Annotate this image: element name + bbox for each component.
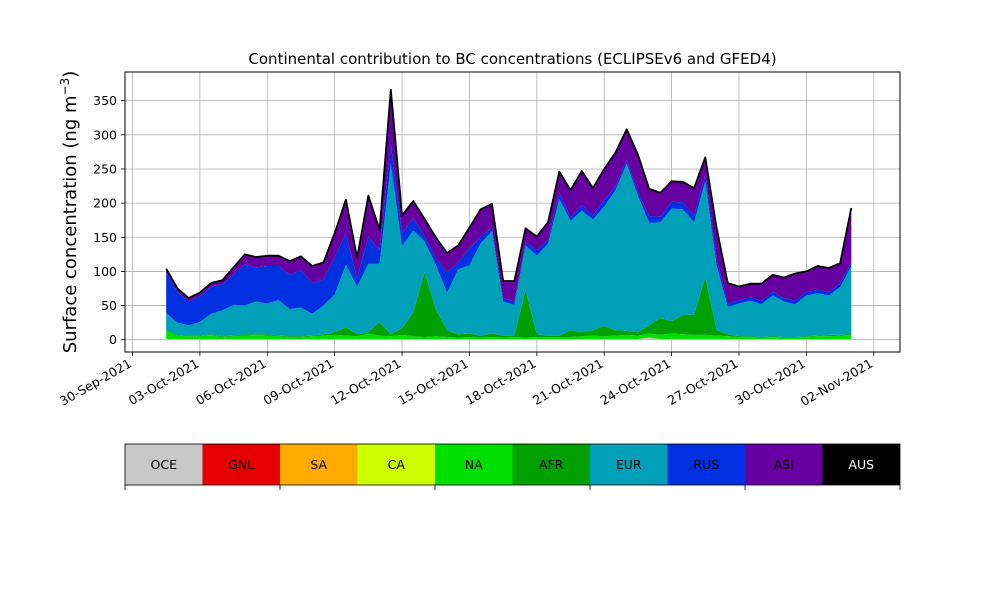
y-tick-label: 250 xyxy=(93,161,117,176)
legend-swatch-asi xyxy=(745,444,823,485)
x-tick-label: 18-Oct-2021 xyxy=(463,356,539,408)
legend-label-rus: RUS xyxy=(693,457,719,472)
legend-swatch-sa xyxy=(280,444,358,485)
legend-swatch-aus xyxy=(822,444,900,485)
legend-swatch-oce xyxy=(125,444,203,485)
legend-label-gnl: GNL xyxy=(228,457,254,472)
x-tick-label: 24-Oct-2021 xyxy=(597,356,673,408)
area-oce xyxy=(166,337,852,340)
y-tick-label: 0 xyxy=(109,332,117,347)
y-tick-label: 100 xyxy=(93,264,117,279)
x-tick-label: 27-Oct-2021 xyxy=(665,356,741,408)
y-axis: 0 50 100 150 200 250 300 350 xyxy=(93,93,125,347)
x-tick-label: 30-Sep-2021 xyxy=(57,356,134,409)
y-axis-label-main: Surface concentration (ng m xyxy=(60,95,81,353)
x-tick-label: 03-Oct-2021 xyxy=(126,356,202,408)
area-rus xyxy=(166,144,852,326)
y-axis-label-close: ) xyxy=(60,71,81,78)
legend-swatch-ca xyxy=(357,444,435,485)
total-line xyxy=(165,88,853,299)
legend-label-na: NA xyxy=(465,457,483,472)
legend-label-oce: OCE xyxy=(151,457,178,472)
legend-label-asi: ASI xyxy=(774,457,794,472)
y-axis-label-exponent: −3 xyxy=(58,78,72,96)
legend-colorbar: OCE GNL SA CA NA AFR EUR RUS ASI AUS xyxy=(124,443,901,490)
x-tick-label: 21-Oct-2021 xyxy=(530,356,606,408)
x-tick-label: 02-Nov-2021 xyxy=(798,356,875,409)
area-asi xyxy=(166,89,852,304)
area-eur xyxy=(166,163,852,337)
legend-label-eur: EUR xyxy=(616,457,642,472)
legend-frame xyxy=(124,443,901,486)
legend-label-sa: SA xyxy=(310,457,327,472)
y-tick-label: 350 xyxy=(93,93,117,108)
y-tick-label: 300 xyxy=(93,127,117,142)
y-tick-label: 150 xyxy=(93,230,117,245)
legend-label-aus: AUS xyxy=(848,457,874,472)
x-tick-label: 30-Oct-2021 xyxy=(732,356,808,408)
legend-swatch-gnl xyxy=(202,444,280,485)
legend-label-ca: CA xyxy=(388,457,406,472)
area-afr xyxy=(166,272,852,338)
y-axis-label: Surface concentration (ng m−3) xyxy=(58,71,81,354)
stacked-areas xyxy=(166,89,852,340)
x-tick-label: 09-Oct-2021 xyxy=(261,356,337,408)
x-tick-label: 12-Oct-2021 xyxy=(328,356,404,408)
chart-title: Continental contribution to BC concentra… xyxy=(248,50,776,68)
y-tick-label: 200 xyxy=(93,196,117,211)
area-na xyxy=(166,330,852,340)
total-line-group xyxy=(165,88,853,299)
legend-swatch-na xyxy=(435,444,513,485)
plot-frame xyxy=(124,71,901,353)
x-axis: 30-Sep-202103-Oct-202106-Oct-202109-Oct-… xyxy=(57,352,875,409)
legend-swatch-afr xyxy=(512,444,590,485)
legend-label-afr: AFR xyxy=(539,457,564,472)
y-tick-label: 50 xyxy=(101,298,117,313)
x-tick-label: 06-Oct-2021 xyxy=(193,356,269,408)
legend-swatch-rus xyxy=(667,444,745,485)
x-tick-label: 15-Oct-2021 xyxy=(395,356,471,408)
legend-swatch-eur xyxy=(590,444,668,485)
